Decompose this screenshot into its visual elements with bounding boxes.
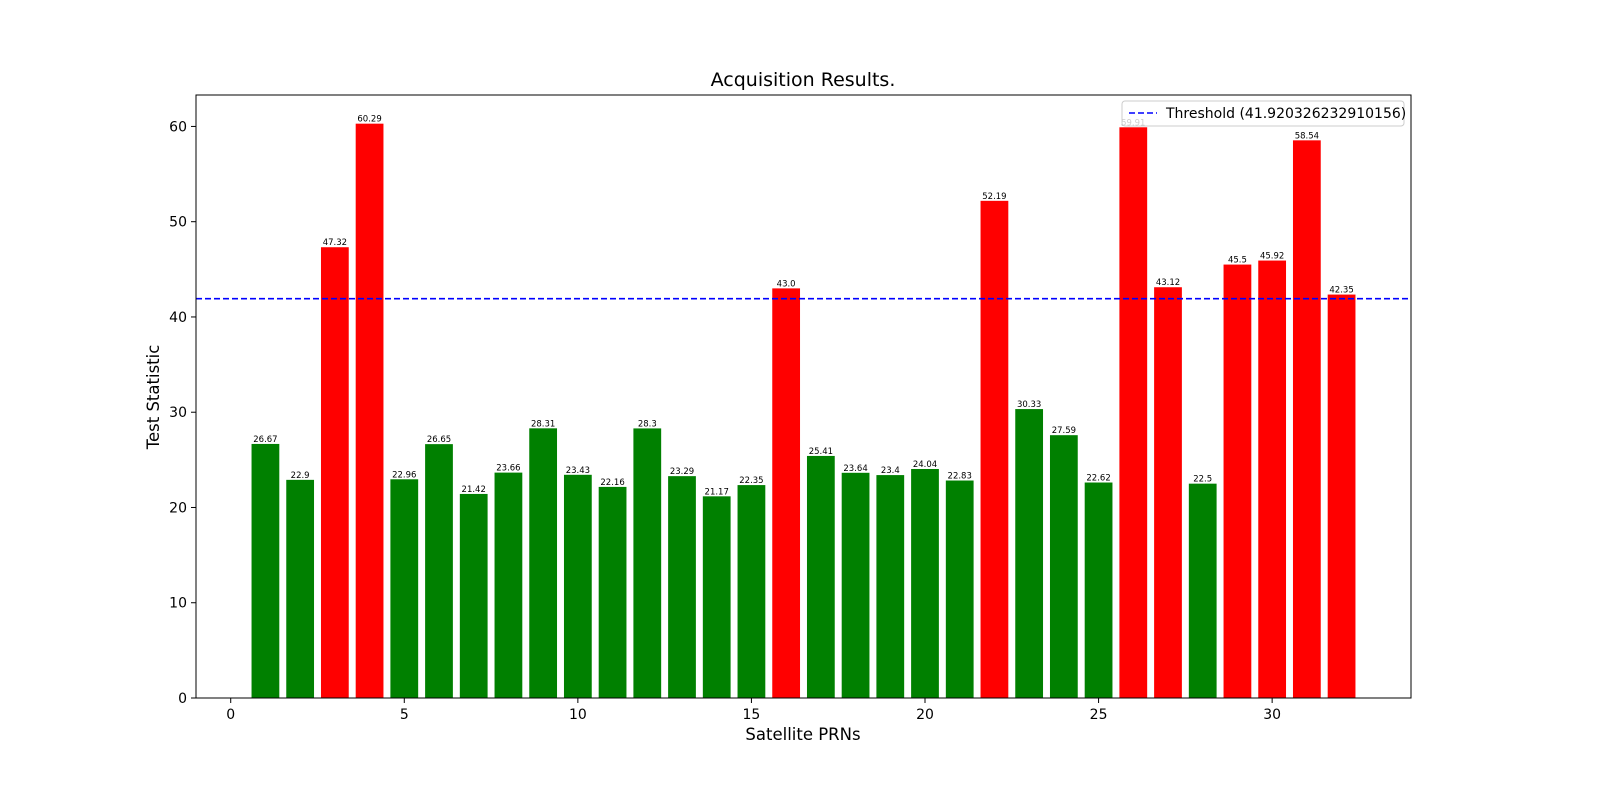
bar-value-label: 23.64 [843,464,867,474]
bar-value-label: 23.29 [670,467,694,477]
bar-value-label: 42.35 [1329,286,1353,296]
legend-box [1121,100,1405,127]
bar-prn-19 [876,475,905,698]
y-tick-label: 60 [169,119,187,135]
y-tick-label: 40 [169,310,187,326]
legend-threshold-label: Threshold (41.920326232910156) [1165,106,1406,122]
bar-value-label: 26.67 [253,435,277,445]
bar-prn-30 [1258,260,1287,698]
bar-prn-23 [1015,409,1044,698]
y-axis-ticks: 0 10 20 30 40 50 60 [169,119,196,707]
bar-prn-3 [320,247,349,699]
bar-prn-28 [1188,483,1217,698]
bars-group [251,123,1356,699]
y-axis-label: Test Statistic [144,345,163,451]
bar-value-label: 26.65 [427,435,451,445]
y-tick-label: 50 [169,215,187,231]
bar-prn-12 [633,428,662,698]
y-tick-label: 0 [178,691,187,707]
bar-prn-22 [980,200,1009,698]
x-tick-label: 15 [743,707,761,723]
bar-value-label: 60.29 [357,115,381,125]
bar-prn-24 [1049,435,1078,698]
x-axis-ticks: 0 5 10 15 20 25 30 [226,698,1281,723]
bar-value-label: 25.41 [809,447,833,457]
x-tick-label: 20 [916,707,934,723]
bar-prn-20 [911,468,939,698]
bar-value-label: 47.32 [323,238,347,248]
bar-value-label: 22.5 [1193,475,1212,485]
bar-value-label: 24.04 [913,460,937,470]
bar-value-label: 58.54 [1295,131,1319,141]
bar-value-label: 43.12 [1156,278,1180,288]
bar-value-label: 23.43 [566,466,590,476]
bar-prn-27 [1154,287,1182,698]
bar-value-label: 28.31 [531,419,555,429]
x-tick-label: 5 [400,707,409,723]
bar-value-label: 22.62 [1086,474,1110,484]
bar-prn-5 [390,479,419,698]
bar-value-label: 21.42 [462,485,486,495]
bar-prn-10 [563,474,592,698]
bar-prn-11 [598,486,627,698]
bar-prn-17 [806,455,835,698]
bar-prn-29 [1223,264,1252,698]
bar-value-label: 45.92 [1260,252,1284,262]
bar-value-label: 23.4 [881,466,900,476]
bar-prn-32 [1327,294,1356,698]
bar-value-label: 23.66 [496,464,520,474]
bar-value-labels: 26.67 22.9 47.32 60.29 22.96 26.65 21.42 23.66 2… [253,115,1353,498]
bar-prn-25 [1084,482,1113,698]
bar-value-label: 30.33 [1017,400,1041,410]
bar-value-label: 22.96 [392,470,416,480]
x-tick-label: 10 [569,707,587,723]
bar-prn-26 [1119,127,1148,699]
bar-value-label: 45.5 [1228,256,1247,266]
bar-prn-31 [1292,140,1321,699]
x-axis-label: Satellite PRNs [745,725,860,744]
bar-prn-15 [737,485,766,698]
bar-value-label: 27.59 [1052,426,1076,436]
bar-prn-13 [668,476,696,698]
bar-prn-7 [459,493,488,698]
chart-title: Acquisition Results. [711,69,896,91]
bar-prn-18 [841,472,870,698]
bar-prn-16 [772,288,801,698]
bar-value-label: 52.19 [982,192,1006,202]
bar-value-label: 22.83 [948,472,972,482]
x-tick-label: 30 [1263,707,1281,723]
bar-value-label: 21.17 [705,487,729,497]
bar-prn-6 [425,444,453,698]
bar-prn-2 [286,479,315,698]
bar-prn-8 [494,472,523,698]
bar-prn-4 [355,123,384,699]
legend: Threshold (41.920326232910156) [1121,100,1406,127]
bar-value-label: 43.0 [777,279,796,289]
y-tick-label: 30 [169,405,187,421]
x-tick-label: 0 [226,707,235,723]
plot-frame [195,94,1412,699]
bar-value-label: 22.35 [739,476,763,486]
y-tick-label: 10 [169,596,187,612]
bar-value-label: 22.16 [600,478,624,488]
bar-prn-21 [945,480,974,698]
x-tick-label: 25 [1090,707,1108,723]
bar-prn-14 [702,496,731,698]
bar-value-label: 28.3 [638,419,657,429]
bar-prn-1 [251,443,280,698]
bar-value-label: 22.9 [291,471,310,481]
y-tick-label: 20 [169,500,187,516]
bar-prn-9 [529,428,558,698]
